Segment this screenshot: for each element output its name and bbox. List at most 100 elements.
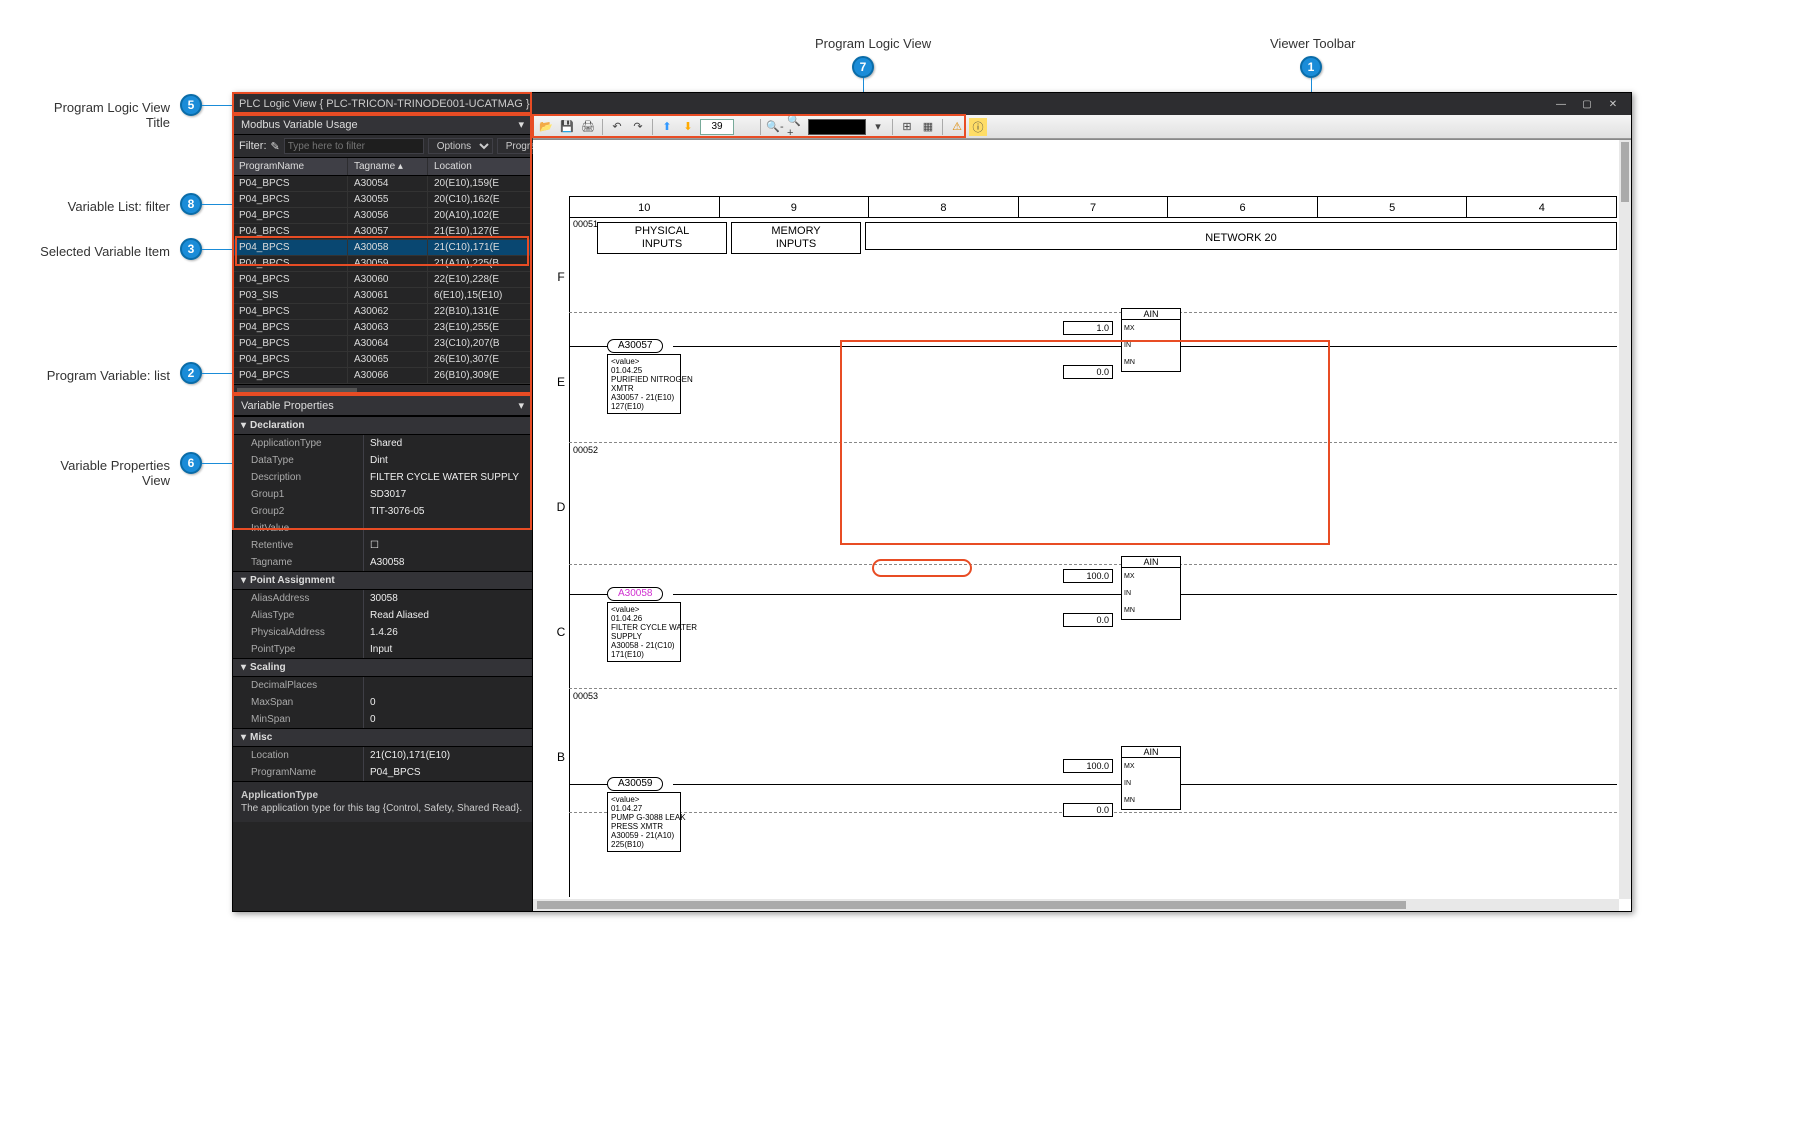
row-label: F [551,270,571,284]
prop-val[interactable]: Input [363,641,532,658]
prev-page-icon[interactable]: ⬆ [658,118,676,136]
col-location[interactable]: Location [428,158,532,175]
tag-pill[interactable]: A30057 [607,339,663,353]
ain-block[interactable]: AIN MXINMN [1121,308,1181,372]
undo-icon[interactable]: ↶ [608,118,626,136]
props-help: ApplicationType The application type for… [233,781,532,822]
zoom-dropdown[interactable] [808,119,866,135]
page-input[interactable] [700,119,734,135]
prop-val[interactable]: SD3017 [363,486,532,503]
callout-label-7: Program Logic View [815,36,931,51]
prop-label: InitValue [233,520,363,537]
col-tagname[interactable]: Tagname ▴ [348,158,428,175]
table-row[interactable]: P04_BPCSA3005420(E10),159(E [233,176,532,192]
table-row[interactable]: P04_BPCSA3005921(A10),225(B [233,256,532,272]
callout-badge-7: 7 [852,56,874,78]
table-row[interactable]: P04_BPCSA3005520(C10),162(E [233,192,532,208]
props-panel-header[interactable]: Variable Properties ▾ [233,396,532,416]
filter-input[interactable] [284,138,424,154]
close-button[interactable]: ✕ [1601,95,1625,113]
prop-val[interactable]: 0 [363,711,532,728]
grid-icon[interactable]: ▦ [919,118,937,136]
prop-label: PhysicalAddress [233,624,363,641]
prop-val[interactable]: 21(C10),171(E10) [363,747,532,764]
table-row[interactable]: P04_BPCSA3005721(E10),127(E [233,224,532,240]
prop-val[interactable]: Read Aliased [363,607,532,624]
prop-label: Tagname [233,554,363,571]
ain-block[interactable]: AIN MXINMN [1121,556,1181,620]
filter-label: Filter: [239,140,267,152]
variable-table-header[interactable]: ProgramName Tagname ▴ Location [233,158,532,176]
minimize-button[interactable]: — [1549,95,1573,113]
mn-val: 0.0 [1063,613,1113,627]
variable-table-body[interactable]: P04_BPCSA3005420(E10),159(EP04_BPCSA3005… [233,176,532,384]
table-row[interactable]: P04_BPCSA3005821(C10),171(E [233,240,532,256]
fit-icon[interactable]: ⊞ [898,118,916,136]
options-dropdown[interactable]: Options [428,138,493,154]
maximize-button[interactable]: ▢ [1575,95,1599,113]
section-declaration[interactable]: ▾ Declaration [233,416,532,435]
next-page-icon[interactable]: ⬇ [679,118,697,136]
prop-val[interactable]: 0 [363,694,532,711]
prop-val[interactable]: 30058 [363,590,532,607]
open-icon[interactable]: 📂 [537,118,555,136]
callout-badge-3: 3 [180,238,202,260]
table-row[interactable]: P04_BPCSA3006222(B10),131(E [233,304,532,320]
col-hdr: 4 [1467,197,1616,217]
table-row[interactable]: P04_BPCSA3005620(A10),102(E [233,208,532,224]
col-hdr: 9 [720,197,870,217]
table-row[interactable]: P04_BPCSA3006526(E10),307(E [233,352,532,368]
warn-icon[interactable]: ⚠ [948,118,966,136]
canvas-hscroll[interactable] [533,899,1619,911]
prop-label: MaxSpan [233,694,363,711]
table-row[interactable]: P04_BPCSA3006423(C10),207(B [233,336,532,352]
zoom-in-icon[interactable]: 🔍+ [787,118,805,136]
col-hdr: 10 [570,197,720,217]
window-title: PLC Logic View { PLC-TRICON-TRINODE001-U… [239,98,530,110]
table-row[interactable]: P04_BPCSA3006323(E10),255(E [233,320,532,336]
filter-icon[interactable]: ✎ [271,140,280,153]
tag-pill-selected[interactable]: A30058 [607,587,663,601]
prop-val[interactable]: ☐ [363,537,532,554]
collapse-icon[interactable]: ▾ [518,399,524,412]
prop-val[interactable]: FILTER CYCLE WATER SUPPLY [363,469,532,486]
table-row[interactable]: P04_BPCSA3006626(B10),309(E [233,368,532,384]
hdr-physical: PHYSICAL INPUTS [597,222,727,254]
ain-block[interactable]: AIN MXINMN [1121,746,1181,810]
prop-val[interactable]: Shared [363,435,532,452]
prop-val[interactable]: A30058 [363,554,532,571]
col-hdr: 6 [1168,197,1318,217]
tag-pill[interactable]: A30059 [607,777,663,791]
col-programname[interactable]: ProgramName [233,158,348,175]
prop-label: Location [233,747,363,764]
redo-icon[interactable]: ↷ [629,118,647,136]
variable-hscroll[interactable] [233,384,532,396]
prop-val[interactable] [363,677,532,694]
modbus-panel-header[interactable]: Modbus Variable Usage ▾ [233,115,532,135]
collapse-icon[interactable]: ▾ [518,118,524,131]
info-icon[interactable]: ⓘ [969,118,987,136]
prop-label: Retentive [233,537,363,554]
side-panel: Modbus Variable Usage ▾ Filter: ✎ Option… [233,115,533,911]
section-point[interactable]: ▾ Point Assignment [233,571,532,590]
save-icon[interactable]: 💾 [558,118,576,136]
prop-val[interactable]: Dint [363,452,532,469]
zoom-out-icon[interactable]: 🔍- [766,118,784,136]
canvas-vscroll[interactable] [1619,140,1631,899]
print-icon[interactable]: 🖨 [579,118,597,136]
logic-canvas[interactable]: 10 9 8 7 6 5 4 00051 PHYSICAL INPUTS MEM… [533,139,1631,911]
ain-title: AIN [1122,557,1180,568]
prop-val[interactable]: TIT-3076-05 [363,503,532,520]
prop-val[interactable]: 1.4.26 [363,624,532,641]
ain-title: AIN [1122,309,1180,320]
section-scaling[interactable]: ▾ Scaling [233,658,532,677]
section-misc[interactable]: ▾ Misc [233,728,532,747]
row-label: E [551,375,571,389]
table-row[interactable]: P03_SISA300616(E10),15(E10) [233,288,532,304]
prop-val[interactable]: P04_BPCS [363,764,532,781]
callout-badge-1: 1 [1300,56,1322,78]
chevron-down-icon[interactable]: ▾ [869,118,887,136]
col-hdr: 8 [869,197,1019,217]
prop-val[interactable] [363,520,532,537]
table-row[interactable]: P04_BPCSA3006022(E10),228(E [233,272,532,288]
